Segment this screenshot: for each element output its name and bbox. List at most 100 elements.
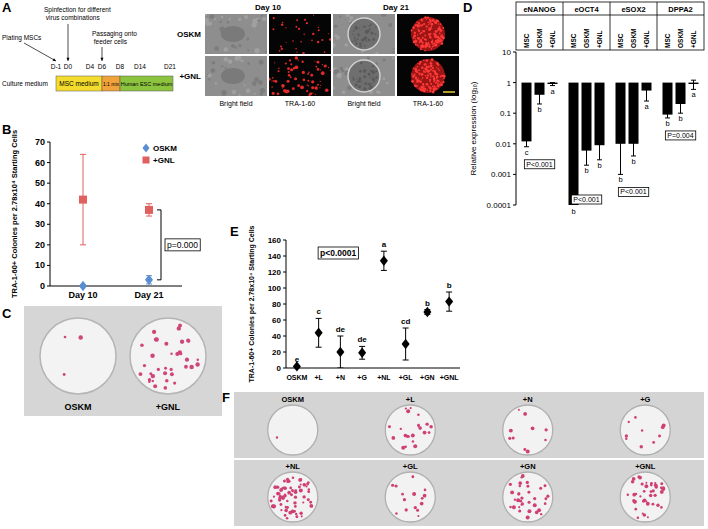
stain bbox=[301, 61, 303, 63]
colony bbox=[422, 42, 424, 44]
stain bbox=[295, 48, 297, 50]
stain bbox=[283, 89, 286, 92]
tick-label: 60 bbox=[272, 316, 281, 325]
tick bbox=[513, 205, 516, 206]
stain bbox=[288, 74, 291, 77]
texture bbox=[369, 83, 371, 85]
series-label: MSC bbox=[570, 33, 577, 48]
colony bbox=[430, 83, 432, 85]
colony bbox=[307, 490, 309, 492]
colony bbox=[645, 482, 647, 484]
colony bbox=[638, 476, 642, 480]
category-label: +GNL bbox=[440, 374, 460, 381]
error-bar bbox=[691, 80, 696, 89]
category-label: +GL bbox=[399, 374, 414, 381]
error-bars bbox=[294, 251, 452, 368]
dish-label: +GNL bbox=[635, 462, 656, 471]
error-line bbox=[539, 89, 540, 104]
stain bbox=[272, 77, 274, 79]
colony bbox=[427, 74, 429, 76]
marker bbox=[79, 196, 87, 204]
colony bbox=[286, 517, 289, 520]
colony bbox=[418, 30, 420, 32]
colony bbox=[428, 22, 429, 23]
category-label: +GN bbox=[420, 374, 435, 381]
label-line: virus combinations bbox=[44, 14, 100, 21]
stain bbox=[308, 71, 310, 73]
colony bbox=[417, 515, 419, 517]
stain bbox=[321, 39, 323, 41]
colony bbox=[441, 39, 442, 40]
error-cap bbox=[691, 80, 696, 81]
group-label: eNANOG bbox=[523, 5, 555, 14]
colony bbox=[436, 67, 437, 68]
colony bbox=[276, 436, 278, 438]
error-bar bbox=[644, 85, 649, 101]
colony bbox=[424, 63, 426, 65]
significance-letter: b bbox=[631, 157, 635, 166]
colony bbox=[420, 88, 423, 91]
colony bbox=[408, 436, 410, 438]
colony bbox=[139, 372, 143, 376]
colony bbox=[531, 426, 535, 430]
texture bbox=[262, 17, 267, 22]
tray bbox=[234, 392, 704, 458]
colony bbox=[357, 38, 359, 40]
colony bbox=[359, 70, 362, 73]
colony bbox=[292, 477, 294, 479]
colony bbox=[299, 489, 303, 493]
colony bbox=[417, 79, 420, 82]
dish-label: +GL bbox=[403, 462, 418, 471]
tick-label: 0.0001 bbox=[487, 201, 512, 210]
colony bbox=[635, 493, 638, 496]
colony bbox=[441, 83, 442, 84]
stain bbox=[281, 84, 285, 88]
colony bbox=[546, 495, 549, 498]
micrograph bbox=[269, 56, 331, 96]
stain bbox=[269, 78, 271, 81]
stain bbox=[289, 59, 291, 61]
series-label: +GNL bbox=[690, 30, 697, 48]
colony bbox=[299, 511, 302, 514]
colony bbox=[442, 37, 443, 38]
significance-letter: a bbox=[691, 90, 696, 99]
colony bbox=[650, 484, 652, 486]
colony bbox=[660, 506, 663, 509]
colony bbox=[523, 448, 526, 451]
tick bbox=[283, 336, 286, 337]
colony bbox=[287, 491, 291, 495]
axis-title: Relative expression (log₁₀) bbox=[469, 81, 478, 175]
colony bbox=[441, 35, 443, 37]
colony bbox=[533, 503, 537, 507]
colony bbox=[288, 511, 292, 515]
series-label: +GNL bbox=[643, 30, 650, 48]
medium-segment bbox=[120, 76, 173, 91]
colony bbox=[421, 79, 422, 80]
stain bbox=[313, 15, 314, 16]
stain bbox=[320, 85, 321, 86]
colony bbox=[197, 359, 199, 361]
colony bbox=[512, 436, 515, 439]
colony bbox=[353, 30, 355, 32]
dish bbox=[620, 472, 670, 522]
bar bbox=[663, 83, 673, 115]
colony bbox=[647, 516, 649, 518]
colony bbox=[428, 86, 429, 87]
error-line bbox=[599, 138, 600, 159]
tick bbox=[513, 174, 516, 175]
colony bbox=[424, 35, 426, 37]
colony bbox=[273, 496, 275, 498]
panel-letter: F bbox=[222, 390, 230, 405]
significance-letter: a bbox=[644, 102, 649, 111]
texture bbox=[228, 59, 233, 64]
caption: TRA-1-60 bbox=[285, 100, 315, 107]
tick bbox=[513, 113, 516, 114]
series-label: +GNL bbox=[549, 30, 556, 48]
tick-label: 40 bbox=[35, 199, 45, 209]
colony bbox=[439, 33, 441, 35]
tick bbox=[47, 142, 50, 143]
colony bbox=[544, 439, 546, 441]
colony bbox=[637, 475, 640, 478]
stain bbox=[317, 61, 320, 64]
stain bbox=[279, 50, 281, 52]
